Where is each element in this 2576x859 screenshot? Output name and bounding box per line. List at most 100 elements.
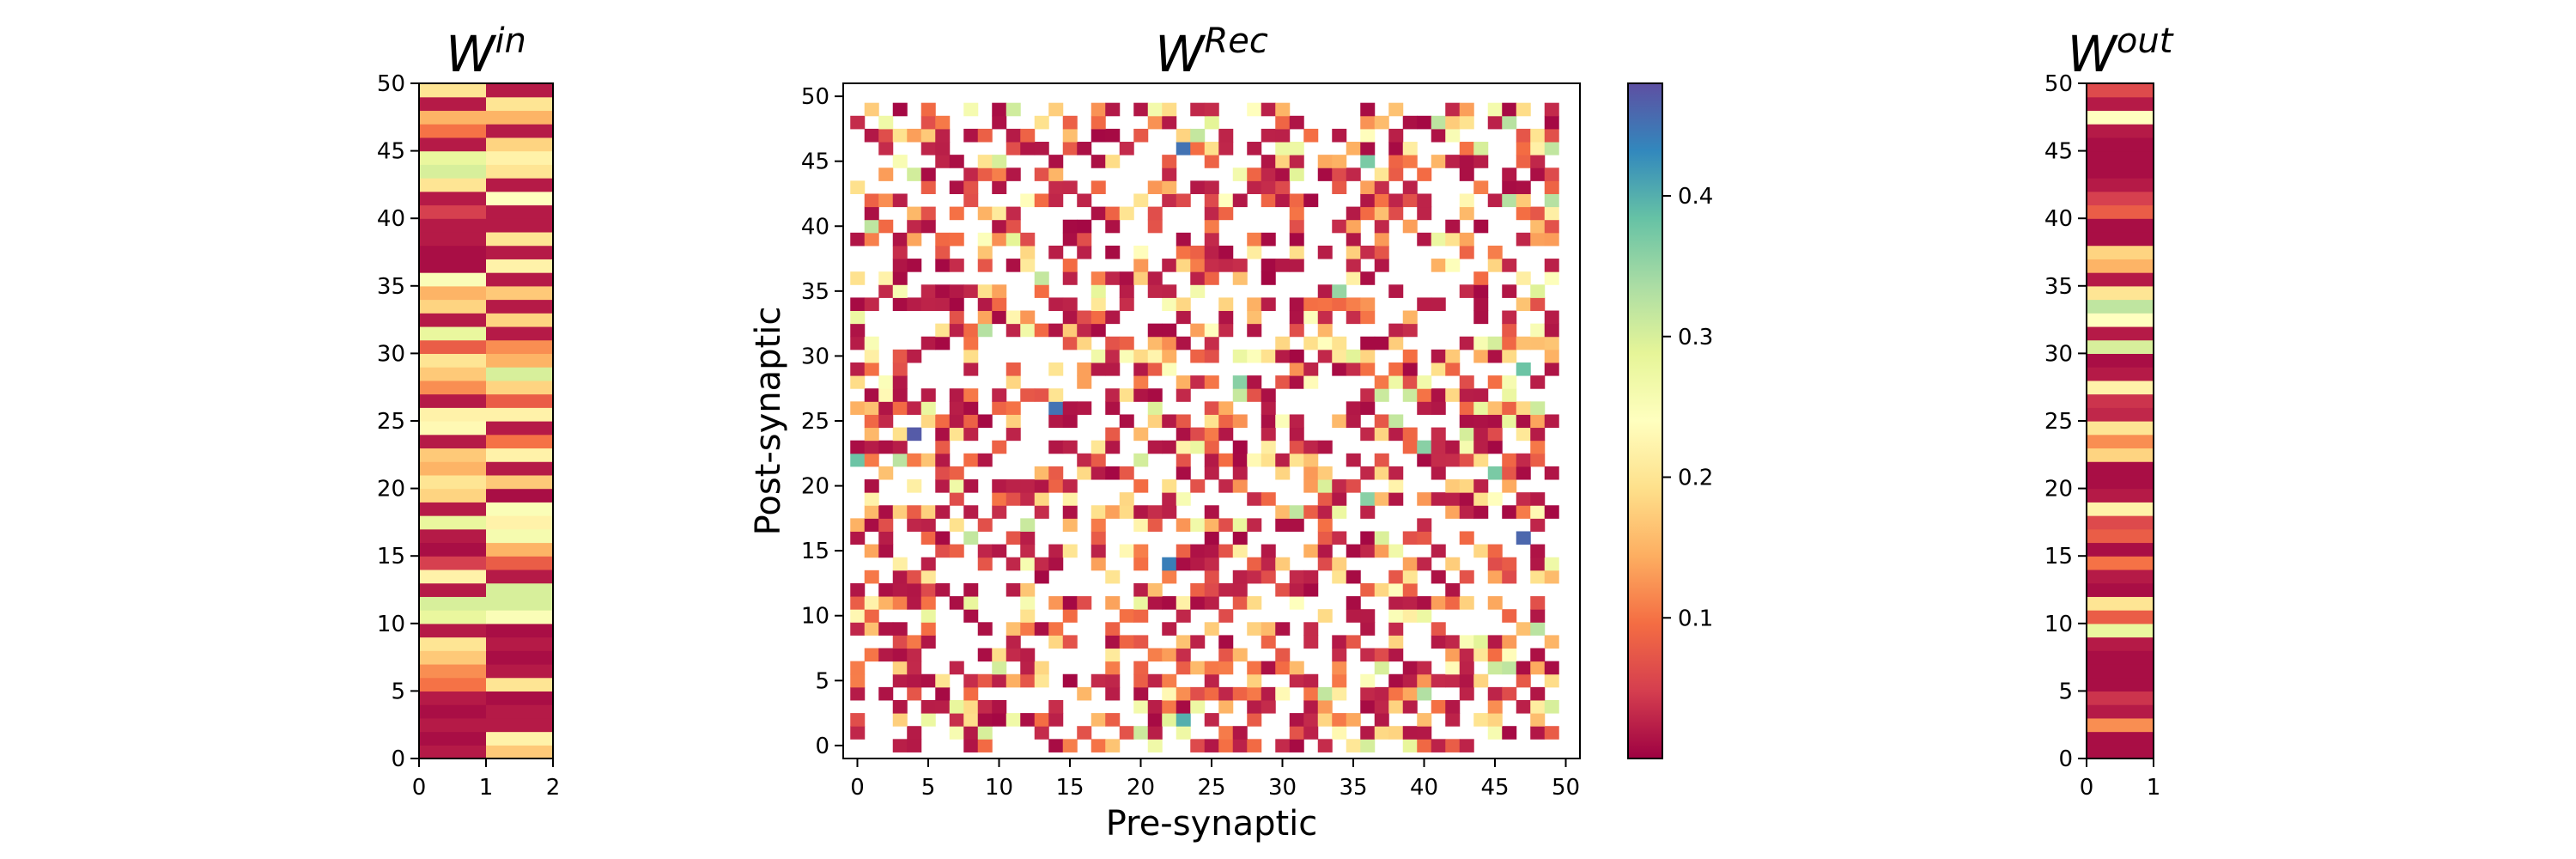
w-rec-cell: [1530, 453, 1546, 467]
w-in-cell: [419, 367, 487, 381]
w-in-cell: [419, 704, 487, 719]
w-rec-cell: [1402, 142, 1418, 155]
w-rec-cell: [864, 492, 879, 506]
w-in-cell: [419, 285, 487, 301]
w-rec-cell: [1473, 440, 1489, 454]
w-rec-cell: [1346, 713, 1361, 727]
w-rec-x-tick-label: 35: [1339, 775, 1367, 801]
w-rec-cell: [1147, 518, 1163, 532]
w-rec-cell: [1346, 609, 1361, 623]
w-rec-cell: [1360, 362, 1376, 376]
w-rec-cell: [1530, 219, 1546, 234]
w-rec-cell: [864, 362, 879, 376]
w-rec-cell: [1162, 699, 1177, 714]
w-rec-cell: [1091, 673, 1106, 688]
w-rec-cell: [1232, 440, 1248, 454]
w-rec-cell: [1105, 713, 1121, 727]
w-rec-cell: [1062, 492, 1078, 506]
w-rec-cell: [1048, 635, 1064, 649]
w-rec-cell: [1487, 427, 1503, 442]
w-rec-cell: [1034, 570, 1049, 584]
w-rec-cell: [1459, 531, 1474, 545]
w-rec-cell: [1162, 259, 1177, 272]
w-rec-cell: [1190, 142, 1206, 155]
w-rec-cell: [1473, 271, 1489, 285]
w-rec-cell: [1218, 323, 1234, 338]
w-rec-cell: [1275, 622, 1291, 636]
w-rec-cell: [1402, 570, 1418, 584]
w-rec-cell: [1105, 245, 1121, 259]
w-rec-cell: [1091, 206, 1106, 221]
w-rec-cell: [1360, 699, 1376, 714]
w-rec-cell: [1544, 557, 1559, 571]
w-out-y-tick-label: 15: [2044, 544, 2073, 570]
w-rec-cell: [1247, 102, 1262, 117]
w-rec-cell: [907, 219, 922, 234]
w-out-cell: [2087, 339, 2154, 354]
w-rec-cell: [864, 206, 879, 221]
w-rec-cell: [1360, 310, 1376, 325]
w-in-cell: [486, 731, 554, 746]
w-rec-cell: [892, 570, 908, 584]
w-out-cell: [2087, 353, 2154, 368]
w-rec-cell: [1431, 388, 1446, 402]
w-rec-cell: [1417, 168, 1432, 181]
w-rec-cell: [1459, 168, 1474, 181]
w-rec-cell: [1091, 713, 1106, 727]
w-rec-cell: [935, 142, 951, 155]
w-rec-cell: [1374, 686, 1389, 701]
w-rec-cell: [1176, 440, 1191, 454]
w-rec-cell: [1147, 284, 1163, 298]
w-rec-cell: [1261, 427, 1276, 442]
w-rec-cell: [1487, 570, 1503, 584]
w-rec-cell: [1119, 726, 1134, 740]
w-rec-cell: [1332, 128, 1347, 143]
w-rec-cell: [907, 206, 922, 221]
w-rec-cell: [1317, 284, 1333, 298]
w-rec-cell: [878, 648, 894, 662]
w-rec-cell: [963, 336, 979, 350]
w-rec-cell: [1147, 349, 1163, 363]
w-rec-cell: [1204, 115, 1219, 130]
w-rec-cell: [1091, 349, 1106, 363]
w-rec-cell: [1445, 102, 1461, 117]
w-rec-cell: [1516, 492, 1531, 506]
w-rec-cell: [1232, 259, 1248, 272]
w-rec-cell: [1417, 375, 1432, 389]
w-rec-cell: [1119, 505, 1134, 519]
w-rec-cell: [1459, 284, 1474, 298]
w-rec-cell: [1332, 479, 1347, 493]
w-rec-cell: [1147, 219, 1163, 234]
w-rec-cell: [1473, 180, 1489, 194]
w-rec-cell: [1204, 557, 1219, 571]
w-rec-cell: [1445, 582, 1461, 597]
w-rec-cell: [850, 336, 866, 350]
w-out-cell: [2087, 704, 2154, 719]
w-rec-cell: [963, 323, 979, 338]
w-rec-cell: [1247, 323, 1262, 338]
w-rec-cell: [1176, 609, 1191, 623]
w-out-cell: [2087, 421, 2154, 436]
w-rec-cell: [1147, 739, 1163, 752]
w-rec-cell: [1445, 739, 1461, 752]
w-rec-cell: [1289, 349, 1304, 363]
w-rec-cell: [1332, 635, 1347, 649]
w-out-y-tick-label: 30: [2044, 341, 2073, 367]
w-rec-cell: [920, 609, 936, 623]
w-rec-cell: [1176, 297, 1191, 312]
w-rec-cell: [907, 128, 922, 143]
w-rec-cell: [1445, 492, 1461, 506]
w-rec-cell: [935, 582, 951, 597]
w-rec-cell: [1147, 102, 1163, 117]
w-in-cell: [486, 83, 554, 98]
w-rec-cell: [1374, 466, 1389, 480]
w-out-cell: [2087, 313, 2154, 327]
w-rec-cell: [1303, 479, 1319, 493]
w-out-cell: [2087, 582, 2154, 597]
w-out-cell: [2087, 623, 2154, 638]
w-rec-cell: [1459, 232, 1474, 247]
w-rec-cell: [1133, 375, 1149, 389]
w-rec-cell: [1516, 699, 1531, 714]
w-rec-cell: [1204, 739, 1219, 752]
w-rec-cell: [1431, 492, 1446, 506]
